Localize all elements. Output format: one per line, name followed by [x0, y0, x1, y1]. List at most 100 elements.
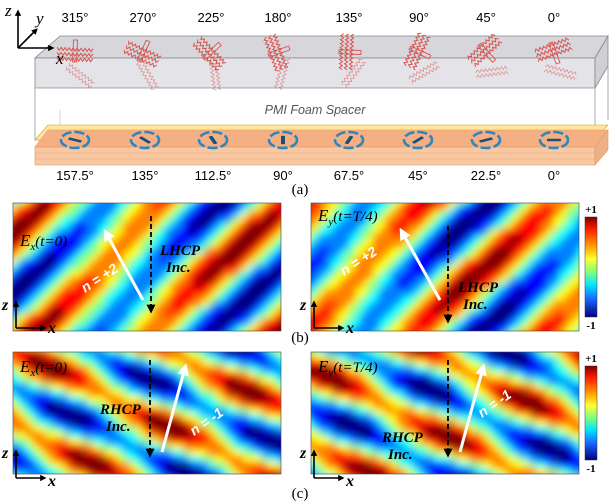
bottom-ring-row	[59, 130, 570, 150]
svg-text:Ey(t=T/4): Ey(t=T/4)	[317, 357, 378, 379]
top-angle-label: 90°	[409, 10, 429, 25]
b-right-diffraction-arrow	[399, 227, 442, 301]
top-angle-label: 315°	[62, 10, 89, 25]
ring-element	[538, 130, 570, 150]
b-right-field-sub: y	[327, 216, 333, 228]
svg-text:z: z	[299, 445, 307, 462]
svg-text:Ex(t=0): Ex(t=0)	[19, 231, 67, 253]
c-colorbar	[584, 365, 598, 461]
meta-atom	[56, 39, 94, 63]
c-right-field-main: E	[317, 357, 329, 376]
c-right-diffraction-arrow	[458, 363, 487, 453]
caption-c: (c)	[292, 486, 309, 502]
bottom-angle-label: 90°	[273, 168, 293, 183]
bottom-angle-label: 157.5°	[56, 168, 94, 183]
top-angle-label: 0°	[548, 10, 560, 25]
svg-text:x: x	[345, 473, 354, 490]
field-map-c-right	[311, 352, 579, 474]
axis-y-label: y	[34, 9, 44, 28]
svg-text:Ex(t=0): Ex(t=0)	[19, 357, 67, 379]
b-colorbar-min: -1	[586, 320, 595, 332]
panel-a-diagram: z y x PMI Foam Spacer 315° 270° 225° 180° 13…	[4, 1, 609, 198]
svg-text:x: x	[345, 320, 354, 337]
c-left-axes: z x	[1, 445, 56, 490]
svg-text:x: x	[47, 320, 56, 337]
panel-c-fieldmaps: Ex(t=0) n = -1 RHCP Inc. Ey(t=T/4) n = -…	[1, 351, 598, 502]
b-left-field-main: E	[19, 231, 31, 250]
meta-atom	[467, 33, 503, 68]
b-left-axes: z x	[1, 297, 56, 337]
spacer-label: PMI Foam Spacer	[265, 103, 367, 117]
b-right-inc-line2: Inc.	[462, 297, 488, 313]
top-glass-plate-front	[34, 57, 596, 89]
c-right-inc-line2: Inc.	[387, 447, 413, 463]
field-map-b-left	[13, 203, 281, 331]
bottom-angle-labels: 157.5° 135° 112.5° 90° 67.5° 45° 22.5° 0°	[56, 168, 560, 183]
c-colorbar-max: +1	[585, 353, 597, 365]
c-left-field-sub: x	[29, 367, 35, 379]
ring-element	[333, 130, 365, 150]
b-left-field-sub: x	[29, 241, 35, 253]
caption-b: (b)	[291, 330, 309, 346]
bottom-angle-label: 112.5°	[195, 168, 232, 183]
meta-atom	[403, 32, 432, 71]
meta-atom	[263, 33, 291, 72]
top-angle-label: 270°	[130, 10, 157, 25]
c-left-inc-line1: RHCP	[99, 402, 142, 418]
b-right-axes: z x	[299, 297, 354, 337]
svg-text:Ey(t=T/4): Ey(t=T/4)	[317, 206, 378, 228]
top-angle-label: 135°	[336, 10, 363, 25]
substrate-top	[34, 129, 609, 148]
top-angle-labels: 315° 270° 225° 180° 135° 90° 45° 0°	[62, 10, 561, 25]
c-colorbar-min: -1	[586, 463, 595, 475]
field-map-c-left	[13, 352, 281, 474]
substrate-front	[34, 146, 596, 166]
b-right-inc-line1: LHCP	[457, 280, 499, 296]
b-colorbar	[584, 216, 598, 318]
bottom-angle-label: 67.5°	[334, 168, 365, 183]
top-glass-plate	[33, 35, 609, 59]
caption-a: (a)	[292, 182, 309, 198]
axis-x-label: x	[55, 49, 64, 68]
bottom-angle-label: 0°	[548, 168, 560, 183]
ring-element	[267, 130, 299, 150]
c-left-inc-line2: Inc.	[105, 419, 131, 435]
b-colorbar-max: +1	[585, 204, 597, 216]
c-left-field-time: (t=0)	[35, 360, 67, 376]
c-right-field-time: (t=T/4)	[333, 360, 377, 376]
meta-atom	[534, 37, 573, 65]
c-left-field-main: E	[19, 357, 31, 376]
svg-text:z: z	[1, 445, 9, 462]
ring-element	[197, 130, 229, 150]
svg-text:z: z	[1, 297, 9, 314]
c-left-diffraction-arrow	[160, 363, 189, 453]
bottom-angle-label: 22.5°	[471, 168, 502, 183]
c-right-inc-line1: RHCP	[381, 430, 424, 446]
b-right-field-main: E	[317, 206, 329, 225]
coordinate-axes: z y x	[4, 1, 64, 68]
c-right-axes: z x	[299, 445, 354, 490]
b-left-inc-line1: LHCP	[159, 243, 201, 259]
ring-element	[402, 130, 434, 150]
panel-b-fieldmaps: Ex(t=0) n = +2 LHCP Inc. Ey(t=T/4) n = +…	[1, 202, 598, 346]
b-left-field-time: (t=0)	[35, 234, 67, 250]
ring-element	[470, 130, 502, 150]
svg-text:z: z	[299, 297, 307, 314]
ring-element	[59, 130, 91, 150]
b-left-diffraction-arrow	[103, 228, 145, 301]
c-right-field-sub: y	[327, 367, 333, 379]
ring-element	[129, 130, 161, 150]
meta-atom	[123, 39, 162, 68]
b-left-inc-line2: Inc.	[165, 260, 191, 276]
top-meta-atom-row	[56, 32, 577, 91]
svg-text:x: x	[47, 473, 56, 490]
meta-atom	[338, 33, 362, 71]
top-angle-label: 45°	[476, 10, 496, 25]
top-angle-label: 225°	[198, 10, 225, 25]
bottom-angle-label: 135°	[132, 168, 159, 183]
bottom-angle-label: 45°	[408, 168, 428, 183]
field-map-b-right	[311, 203, 579, 331]
axis-z-label: z	[4, 1, 12, 20]
b-right-field-time: (t=T/4)	[333, 209, 377, 225]
